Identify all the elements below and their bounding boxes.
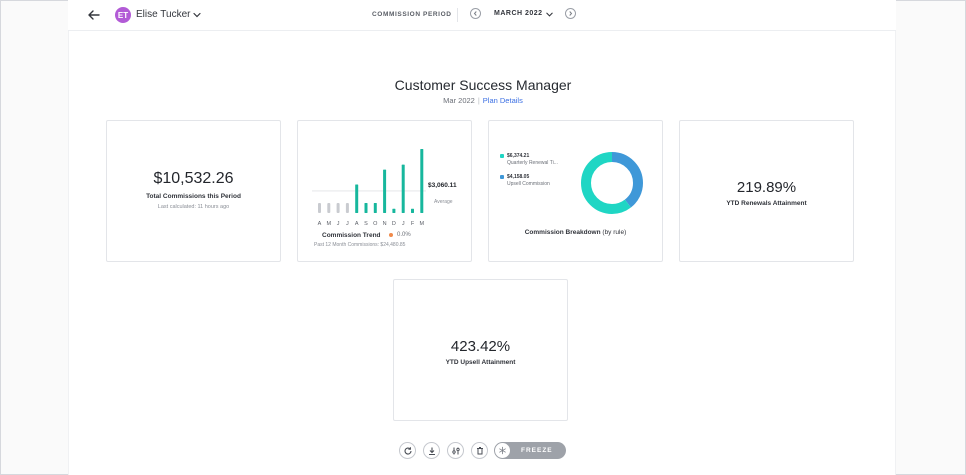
breakdown-donut-chart — [581, 152, 643, 214]
legend-swatch — [500, 175, 504, 179]
chevron-right-icon — [569, 11, 573, 16]
divider — [457, 8, 458, 22]
prev-period-button[interactable] — [470, 8, 481, 19]
plan-date: Mar 2022 — [443, 96, 475, 105]
commission-period-label: COMMISSION PERIOD — [372, 11, 452, 18]
legend-name: Upsell Commission — [507, 181, 550, 187]
delete-button[interactable] — [471, 442, 488, 459]
trend-title: Commission Trend — [322, 232, 381, 239]
ytd-upsell-card[interactable]: 423.42% YTD Upsell Attainment — [393, 279, 568, 421]
plan-subtitle: Mar 2022 | Plan Details — [0, 96, 966, 105]
trend-current-value: $3,060.11 — [428, 182, 457, 189]
legend-name: Quarterly Renewal Ti... — [507, 160, 558, 166]
adjust-button[interactable] — [447, 442, 464, 459]
user-name[interactable]: Elise Tucker — [136, 9, 191, 20]
trend-bar[interactable] — [336, 203, 340, 213]
trend-bar[interactable] — [392, 208, 396, 213]
total-caption: Total Commissions this Period — [146, 193, 241, 200]
trend-month-label: F — [411, 221, 415, 227]
trend-change: 0.0% — [397, 232, 411, 238]
legend-swatch — [500, 154, 504, 158]
freeze-toggle[interactable]: FREEZE — [494, 442, 566, 459]
total-commissions-card[interactable]: $10,532.26 Total Commissions this Period… — [106, 120, 281, 262]
trend-month-label: S — [364, 221, 368, 227]
trend-month-label: J — [402, 221, 405, 227]
trend-bar[interactable] — [364, 203, 368, 213]
trend-bar[interactable] — [327, 203, 331, 213]
ytd-renewals-card[interactable]: 219.89% YTD Renewals Attainment — [679, 120, 854, 262]
trend-month-label: J — [337, 221, 340, 227]
donut-slice[interactable] — [581, 152, 643, 214]
top-bar: ET Elise Tucker COMMISSION PERIOD MARCH … — [68, 0, 896, 31]
breakdown-title: Commission Breakdown (by rule) — [489, 229, 662, 236]
trend-bar[interactable] — [318, 203, 321, 213]
trend-bar[interactable] — [345, 203, 349, 213]
trend-average-label: Average — [434, 199, 453, 205]
trend-bar[interactable] — [383, 169, 387, 213]
delete-icon — [476, 446, 483, 454]
adjust-icon — [451, 447, 460, 454]
freeze-label: FREEZE — [521, 447, 553, 454]
back-arrow-icon[interactable] — [86, 7, 102, 23]
renewals-caption: YTD Renewals Attainment — [726, 200, 807, 207]
trend-month-label: M — [327, 221, 332, 227]
trend-bar[interactable] — [411, 208, 414, 213]
trend-bar[interactable] — [420, 149, 424, 213]
trend-month-label: M — [420, 221, 425, 227]
freeze-knob — [495, 443, 510, 458]
period-select[interactable]: MARCH 2022 — [494, 10, 543, 17]
trend-change-dot — [389, 233, 393, 237]
upsell-value: 423.42% — [450, 338, 511, 355]
download-icon — [428, 447, 435, 455]
breakdown-title-rest: (by rule) — [602, 229, 627, 236]
trend-month-label: A — [355, 221, 359, 227]
trend-bar[interactable] — [401, 164, 405, 213]
page-title: Customer Success Manager — [394, 77, 572, 93]
plan-details-link[interactable]: Plan Details — [482, 96, 523, 105]
legend-value: $6,374.21 — [507, 153, 530, 159]
next-period-button[interactable] — [565, 8, 576, 19]
chevron-down-icon[interactable] — [545, 10, 554, 19]
trend-bar[interactable] — [373, 203, 377, 213]
avatar[interactable]: ET — [115, 7, 131, 23]
renewals-value: 219.89% — [736, 179, 797, 196]
legend-value: $4,158.05 — [507, 174, 530, 180]
trend-month-label: O — [373, 221, 378, 227]
trend-bar[interactable] — [355, 184, 359, 213]
chevron-down-icon[interactable] — [192, 10, 202, 20]
trend-month-label: A — [318, 221, 322, 227]
trend-month-label: J — [346, 221, 349, 227]
upsell-caption: YTD Upsell Attainment — [445, 359, 516, 366]
breakdown-title-bold: Commission Breakdown — [524, 229, 601, 236]
download-button[interactable] — [423, 442, 440, 459]
trend-month-label: N — [383, 221, 387, 227]
total-amount: $10,532.26 — [153, 170, 234, 187]
commission-breakdown-card[interactable]: $6,374.21 Quarterly Renewal Ti... $4,158… — [488, 120, 663, 262]
refresh-icon — [403, 446, 412, 455]
last-calculated: Last calculated: 11 hours ago — [157, 204, 230, 210]
trend-month-label: D — [392, 221, 396, 227]
refresh-button[interactable] — [399, 442, 416, 459]
snowflake-icon — [499, 446, 506, 455]
legend-item: $6,374.21 Quarterly Renewal Ti... — [500, 153, 558, 166]
chevron-left-icon — [473, 11, 477, 16]
trend-past-12: Past 12 Month Commissions: $24,480.85 — [314, 242, 406, 248]
legend-item: $4,158.05 Upsell Commission — [500, 174, 550, 187]
separator: | — [477, 96, 480, 105]
